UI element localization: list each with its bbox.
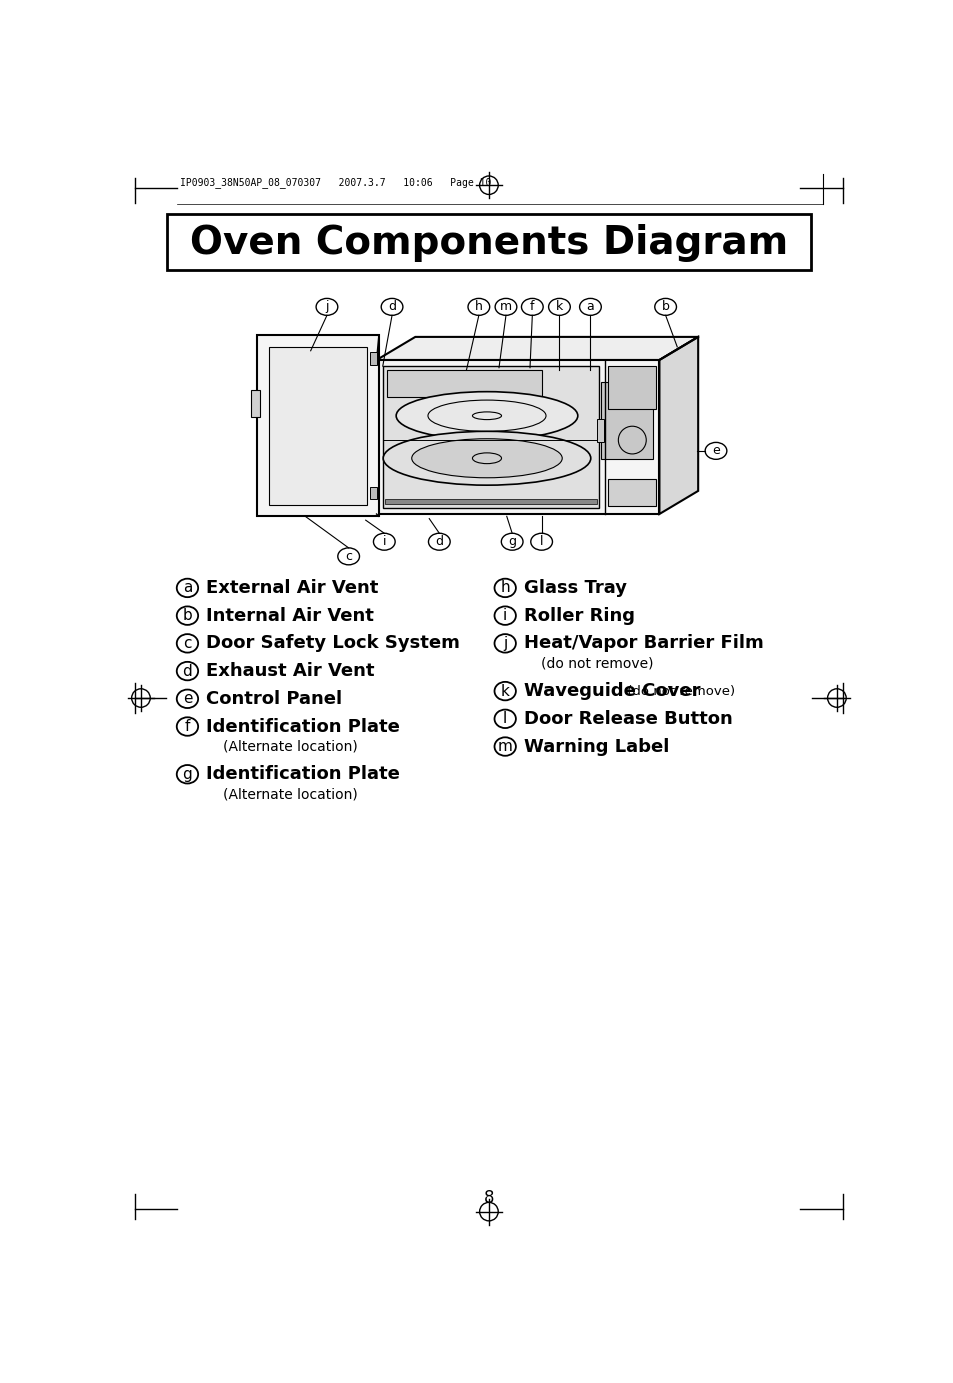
Text: (do not remove): (do not remove) <box>622 685 734 697</box>
Text: Waveguide Cover: Waveguide Cover <box>523 682 700 700</box>
Text: (do not remove): (do not remove) <box>540 657 653 671</box>
Text: f: f <box>530 300 534 314</box>
Text: c: c <box>345 550 352 563</box>
Bar <box>269 347 367 505</box>
Text: Internal Air Vent: Internal Air Vent <box>206 607 374 625</box>
Text: (Alternate location): (Alternate location) <box>223 740 357 754</box>
Text: c: c <box>183 636 192 651</box>
Bar <box>376 360 659 514</box>
Polygon shape <box>659 337 698 514</box>
Text: a: a <box>183 581 192 596</box>
Text: j: j <box>502 636 507 651</box>
Ellipse shape <box>383 431 590 485</box>
Text: Control Panel: Control Panel <box>206 690 342 708</box>
Text: i: i <box>382 535 386 548</box>
Text: m: m <box>499 300 512 314</box>
Text: e: e <box>711 444 720 458</box>
Bar <box>251 390 260 416</box>
Text: d: d <box>182 664 193 679</box>
Text: g: g <box>182 766 193 781</box>
Text: Heat/Vapor Barrier Film: Heat/Vapor Barrier Film <box>523 635 762 653</box>
Text: Exhaust Air Vent: Exhaust Air Vent <box>206 662 375 680</box>
Text: External Air Vent: External Air Vent <box>206 579 378 597</box>
Text: b: b <box>182 609 193 624</box>
Text: f: f <box>185 719 190 734</box>
Text: Roller Ring: Roller Ring <box>523 607 634 625</box>
Text: k: k <box>556 300 562 314</box>
Ellipse shape <box>412 438 561 477</box>
Bar <box>369 487 377 499</box>
Bar <box>608 366 656 408</box>
Text: i: i <box>502 609 507 624</box>
Text: l: l <box>539 535 543 548</box>
Text: Door Release Button: Door Release Button <box>523 709 732 727</box>
Bar <box>382 366 598 508</box>
Text: b: b <box>661 300 669 314</box>
Text: h: h <box>475 300 482 314</box>
Text: l: l <box>502 711 507 726</box>
Text: (Alternate location): (Alternate location) <box>223 787 357 801</box>
Text: j: j <box>325 300 329 314</box>
Text: m: m <box>497 739 512 754</box>
Text: d: d <box>435 535 443 548</box>
Text: Door Safety Lock System: Door Safety Lock System <box>206 635 459 653</box>
Bar <box>386 371 541 397</box>
Text: a: a <box>586 300 594 314</box>
Bar <box>596 419 604 441</box>
Bar <box>257 335 378 516</box>
Bar <box>385 499 596 503</box>
Bar <box>369 353 377 365</box>
Text: Identification Plate: Identification Plate <box>206 765 399 783</box>
Bar <box>599 382 653 459</box>
Text: Glass Tray: Glass Tray <box>523 579 626 597</box>
Text: 8: 8 <box>483 1189 494 1207</box>
Text: h: h <box>500 581 510 596</box>
Polygon shape <box>376 337 698 360</box>
Ellipse shape <box>395 391 578 440</box>
Text: e: e <box>183 692 192 707</box>
Text: k: k <box>500 683 509 698</box>
Text: Identification Plate: Identification Plate <box>206 718 399 736</box>
Text: IP0903_38N50AP_08_070307   2007.3.7   10:06   Page 10: IP0903_38N50AP_08_070307 2007.3.7 10:06 … <box>179 177 491 188</box>
Bar <box>608 480 656 506</box>
Bar <box>167 214 810 270</box>
Text: Oven Components Diagram: Oven Components Diagram <box>190 224 787 261</box>
Text: g: g <box>508 535 516 548</box>
Text: Warning Label: Warning Label <box>523 737 668 755</box>
Text: d: d <box>388 300 395 314</box>
